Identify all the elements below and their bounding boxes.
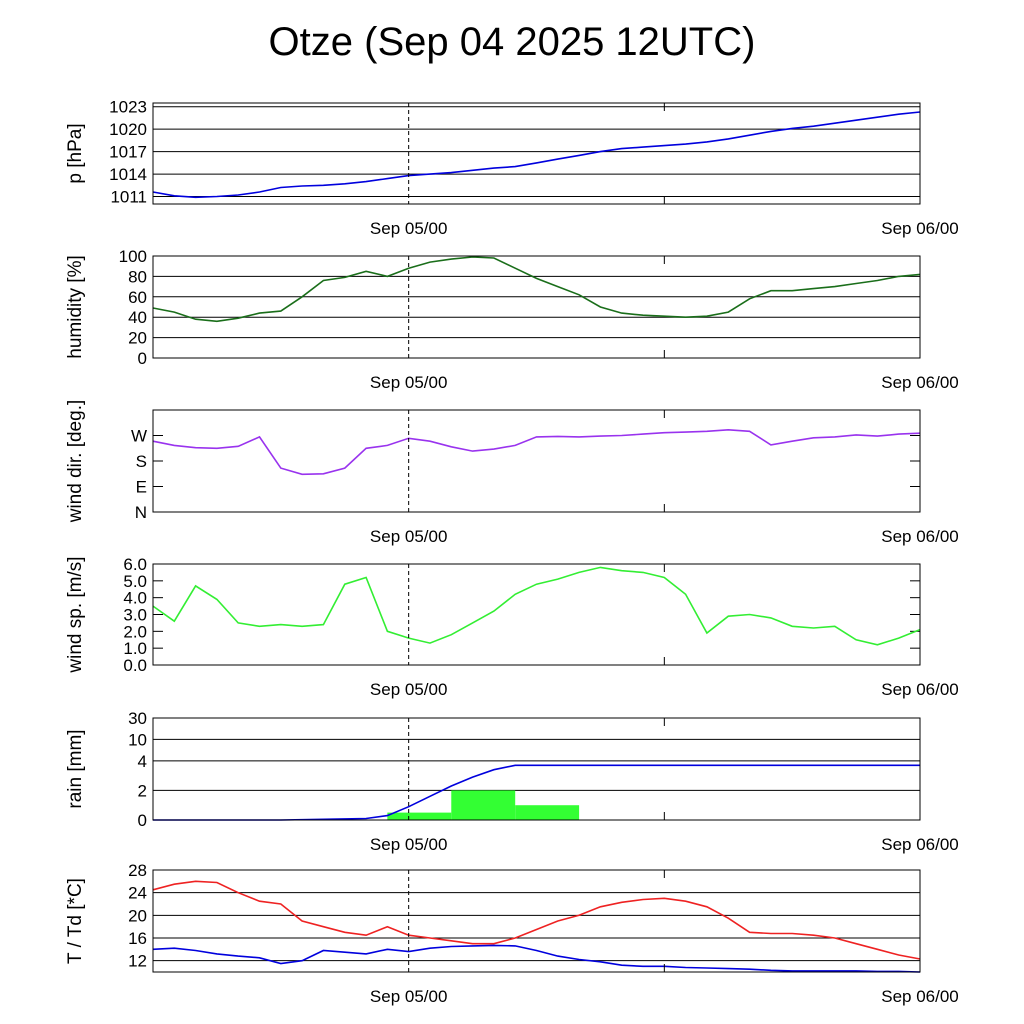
y-tick-label: E [136, 478, 147, 497]
rain-bar [451, 790, 516, 820]
plot-frame [152, 102, 921, 205]
y-tick-label: 60 [128, 288, 147, 307]
plot-frame [152, 563, 921, 666]
x-tick-label: Sep 05/00 [370, 680, 448, 699]
x-tick-label: Sep 05/00 [370, 219, 448, 238]
y-tick-label: N [135, 503, 147, 522]
y-tick-label: 6.0 [123, 555, 147, 574]
x-tick-label: Sep 06/00 [881, 987, 959, 1006]
x-tick-label: Sep 05/00 [370, 987, 448, 1006]
y-tick-label: 1020 [109, 120, 147, 139]
y-tick-label: 4 [138, 752, 147, 771]
series-line [152, 111, 921, 199]
y-axis-label: rain [mm] [65, 729, 86, 808]
x-tick-label: Sep 05/00 [370, 527, 448, 546]
y-axis-label: wind sp. [m/s] [65, 556, 86, 673]
y-tick-label: 20 [128, 329, 147, 348]
x-tick-label: Sep 06/00 [881, 835, 959, 854]
y-axis-label: p [hPa] [65, 123, 86, 183]
x-tick-label: Sep 06/00 [881, 219, 959, 238]
y-tick-label: 10 [128, 730, 147, 749]
series-line [152, 566, 921, 646]
rain-bar [515, 805, 580, 820]
y-axis-label: humidity [%] [65, 255, 86, 358]
y-tick-label: 16 [128, 929, 147, 948]
series-line [152, 880, 921, 960]
y-tick-label: 5.0 [123, 572, 147, 591]
chart-title: Otze (Sep 04 2025 12UTC) [268, 20, 756, 64]
y-tick-label: 2.0 [123, 622, 147, 641]
series-line [153, 764, 920, 821]
y-axis-label: wind dir. [deg.] [65, 400, 86, 524]
y-tick-label: W [131, 427, 147, 446]
rain-bar [387, 812, 452, 820]
y-tick-label: 3.0 [123, 606, 147, 625]
y-tick-label: S [136, 452, 147, 471]
y-tick-label: 28 [128, 861, 147, 880]
y-axis-label: T / Td [*C] [65, 878, 86, 964]
x-tick-label: Sep 05/00 [370, 373, 448, 392]
x-tick-label: Sep 06/00 [881, 527, 959, 546]
y-tick-label: 30 [128, 709, 147, 728]
x-tick-label: Sep 06/00 [881, 680, 959, 699]
y-tick-label: 2 [138, 781, 147, 800]
x-tick-label: Sep 06/00 [881, 373, 959, 392]
plot-frame [152, 717, 921, 821]
x-tick-label: Sep 05/00 [370, 835, 448, 854]
series-line [152, 256, 921, 323]
plot-frame [152, 869, 921, 973]
y-tick-label: 1017 [109, 143, 147, 162]
series-line [152, 944, 921, 973]
y-tick-label: 12 [128, 952, 147, 971]
y-tick-label: 40 [128, 308, 147, 327]
y-tick-label: 100 [119, 247, 147, 266]
y-tick-label: 1023 [109, 98, 147, 117]
y-tick-label: 0.0 [123, 656, 147, 675]
y-tick-label: 4.0 [123, 589, 147, 608]
y-tick-label: 0 [138, 349, 147, 368]
series-line [152, 428, 921, 476]
plot-frame [152, 409, 921, 513]
y-tick-label: 1.0 [123, 639, 147, 658]
y-tick-label: 20 [128, 906, 147, 925]
y-tick-label: 1011 [110, 188, 147, 207]
y-tick-label: 1014 [109, 165, 147, 184]
y-tick-label: 24 [128, 884, 147, 903]
y-tick-label: 80 [128, 267, 147, 286]
y-tick-label: 0 [138, 811, 147, 830]
plot-frame [152, 255, 921, 359]
